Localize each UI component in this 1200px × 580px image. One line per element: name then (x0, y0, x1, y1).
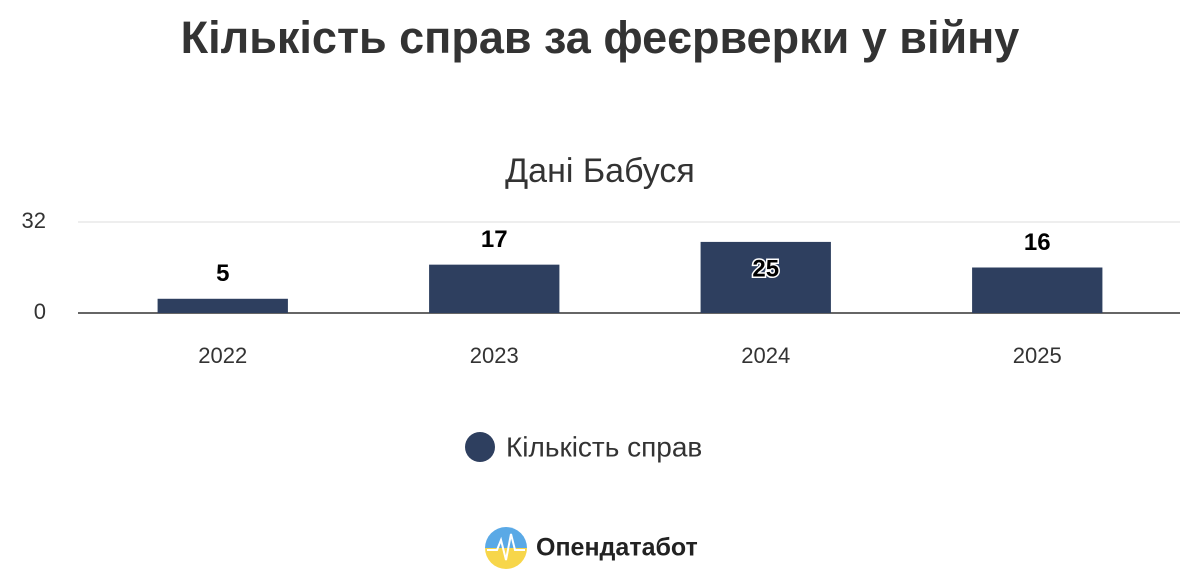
credit: Опендатабот (536, 534, 698, 562)
x-tick-label: 2025 (1013, 343, 1062, 368)
legend-label: Кількість справ (506, 431, 702, 462)
x-tick-label: 2023 (470, 343, 519, 368)
x-tick-label: 2024 (741, 343, 790, 368)
data-label: 5 (216, 260, 229, 287)
logo-pulse (487, 533, 525, 561)
logo-icon (485, 527, 527, 569)
bar (700, 241, 831, 313)
chart-subtitle: Дані Бабуся (505, 152, 695, 190)
x-tick-label: 2022 (198, 343, 247, 368)
legend-marker (465, 432, 495, 462)
data-label: 17 (481, 226, 508, 253)
y-tick-label: 0 (34, 299, 46, 324)
data-label: 16 (1024, 229, 1051, 256)
bar (157, 298, 288, 313)
data-label: 25 (752, 255, 779, 282)
bar (429, 264, 560, 313)
y-tick-label: 32 (22, 208, 46, 233)
chart-title: Кількість справ за феєрверки у війну (180, 12, 1020, 63)
bar (972, 267, 1103, 313)
